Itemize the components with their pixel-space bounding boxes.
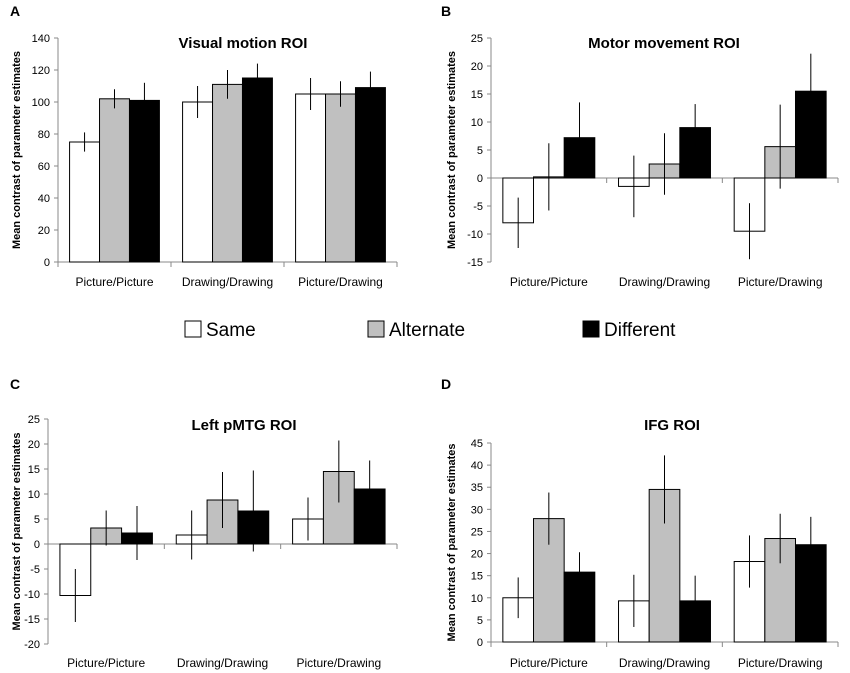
y-axis-label: Mean contrast of parameter estimates <box>446 51 458 249</box>
chart-title: Visual motion ROI <box>179 35 308 52</box>
x-category-label: Picture/Drawing <box>296 656 381 670</box>
y-tick-label: 10 <box>28 489 40 501</box>
y-tick-label: 35 <box>471 482 483 494</box>
y-tick-label: -10 <box>24 589 40 601</box>
panel-letter: C <box>10 376 20 392</box>
chart-panel-b: B Motor movement ROI Mean contrast of para… <box>441 3 839 289</box>
y-tick-label: 45 <box>471 438 483 450</box>
y-tick-label: 0 <box>477 637 483 649</box>
y-tick-label: 10 <box>471 593 483 605</box>
legend-label-alternate: Alternate <box>389 320 465 341</box>
chart-panel-c: C Left pMTG ROI Mean contrast of parameter… <box>10 376 398 670</box>
legend-swatch-alternate <box>367 320 385 338</box>
chart-panel-d: D IFG ROI Mean contrast of parameter estim… <box>441 376 839 670</box>
y-axis-label: Mean contrast of parameter estimates <box>11 51 23 249</box>
y-tick-label: 25 <box>471 526 483 538</box>
y-tick-label: 20 <box>28 439 40 451</box>
chart-panel-a: A Visual motion ROI Mean contrast of param… <box>10 3 398 289</box>
x-category-label: Picture/Picture <box>67 656 145 670</box>
y-tick-label: 120 <box>32 65 50 77</box>
y-tick-label: 15 <box>28 464 40 476</box>
chart-title: Motor movement ROI <box>588 35 740 52</box>
y-tick-label: 25 <box>471 33 483 45</box>
y-tick-label: 5 <box>477 145 483 157</box>
bar-different <box>354 87 386 263</box>
x-category-label: Picture/Picture <box>75 275 153 289</box>
bar-same <box>295 93 327 263</box>
x-category-label: Drawing/Drawing <box>182 275 273 289</box>
y-tick-label: 15 <box>471 89 483 101</box>
bar-same <box>182 101 214 263</box>
chart-title: IFG ROI <box>644 417 700 434</box>
bar-alternate <box>212 83 243 263</box>
x-category-label: Picture/Picture <box>510 275 588 289</box>
x-category-label: Picture/Drawing <box>738 275 823 289</box>
y-tick-label: -5 <box>473 201 483 213</box>
bar-alternate <box>325 93 356 263</box>
y-tick-label: 0 <box>477 173 483 185</box>
panel-letter: D <box>441 376 451 392</box>
y-tick-label: 0 <box>34 539 40 551</box>
y-tick-label: 15 <box>471 571 483 583</box>
y-tick-label: 20 <box>471 61 483 73</box>
y-axis-label: Mean contrast of parameter estimates <box>446 443 458 641</box>
x-category-label: Drawing/Drawing <box>177 656 268 670</box>
y-tick-label: 80 <box>38 129 50 141</box>
legend-label-same: Same <box>206 320 256 341</box>
y-tick-label: -5 <box>30 564 40 576</box>
y-tick-label: 40 <box>471 460 483 472</box>
chart-title: Left pMTG ROI <box>192 417 297 434</box>
x-category-label: Drawing/Drawing <box>619 656 710 670</box>
bar-different <box>128 99 160 263</box>
x-category-label: Picture/Drawing <box>738 656 823 670</box>
y-tick-label: 25 <box>28 414 40 426</box>
y-tick-label: 5 <box>34 514 40 526</box>
bar-alternate <box>99 98 130 263</box>
legend: Same Alternate Different <box>184 320 676 341</box>
panel-letter: A <box>10 3 20 19</box>
x-category-label: Drawing/Drawing <box>619 275 710 289</box>
y-tick-label: 5 <box>477 615 483 627</box>
y-tick-label: -20 <box>24 639 40 651</box>
y-tick-label: 40 <box>38 193 50 205</box>
y-tick-label: -15 <box>467 257 483 269</box>
y-tick-label: 60 <box>38 161 50 173</box>
x-category-label: Picture/Picture <box>510 656 588 670</box>
y-tick-label: -10 <box>467 229 483 241</box>
y-tick-label: 20 <box>38 225 50 237</box>
y-axis-label: Mean contrast of parameter estimates <box>11 432 23 630</box>
bar-different <box>241 77 273 263</box>
y-tick-label: 10 <box>471 117 483 129</box>
y-tick-label: 100 <box>32 97 50 109</box>
panel-letter: B <box>441 3 451 19</box>
y-tick-label: 0 <box>44 257 50 269</box>
x-category-label: Picture/Drawing <box>298 275 383 289</box>
y-tick-label: 140 <box>32 33 50 45</box>
y-tick-label: -15 <box>24 614 40 626</box>
legend-swatch-different <box>582 320 600 338</box>
legend-label-different: Different <box>604 320 676 341</box>
bar-same <box>69 141 101 263</box>
legend-swatch-same <box>184 320 202 338</box>
y-tick-label: 30 <box>471 504 483 516</box>
y-tick-label: 20 <box>471 549 483 561</box>
